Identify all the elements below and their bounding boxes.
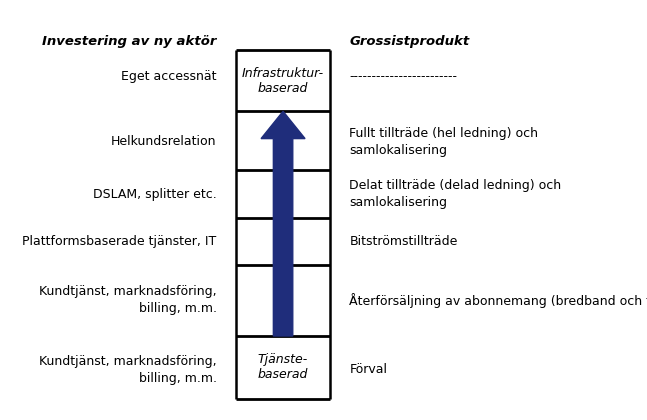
Text: Eget accessnät: Eget accessnät <box>121 71 217 83</box>
Text: Grossistprodukt: Grossistprodukt <box>349 35 470 48</box>
Text: Förval: Förval <box>349 363 388 376</box>
Text: Investering av ny aktör: Investering av ny aktör <box>42 35 217 48</box>
Text: ------------------------: ------------------------ <box>349 71 457 83</box>
Text: Delat tillträde (delad ledning) och
samlokalisering: Delat tillträde (delad ledning) och saml… <box>349 179 562 210</box>
Text: Tjänste-
baserad: Tjänste- baserad <box>258 354 308 381</box>
FancyArrow shape <box>261 111 305 336</box>
Text: Plattformsbaserade tjänster, IT: Plattformsbaserade tjänster, IT <box>23 235 217 248</box>
Text: Kundtjänst, marknadsföring,
billing, m.m.: Kundtjänst, marknadsföring, billing, m.m… <box>39 285 217 315</box>
Text: Återförsäljning av abonnemang (bredband och telefoni): Återförsäljning av abonnemang (bredband … <box>349 293 647 308</box>
Text: DSLAM, splitter etc.: DSLAM, splitter etc. <box>93 188 217 201</box>
Text: Bitströmstillträde: Bitströmstillträde <box>349 235 458 248</box>
Text: Helkundsrelation: Helkundsrelation <box>111 135 217 148</box>
Text: Infrastruktur-
baserad: Infrastruktur- baserad <box>242 67 324 95</box>
Text: Kundtjänst, marknadsföring,
billing, m.m.: Kundtjänst, marknadsföring, billing, m.m… <box>39 354 217 385</box>
Text: Fullt tillträde (hel ledning) och
samlokalisering: Fullt tillträde (hel ledning) och samlok… <box>349 126 538 157</box>
